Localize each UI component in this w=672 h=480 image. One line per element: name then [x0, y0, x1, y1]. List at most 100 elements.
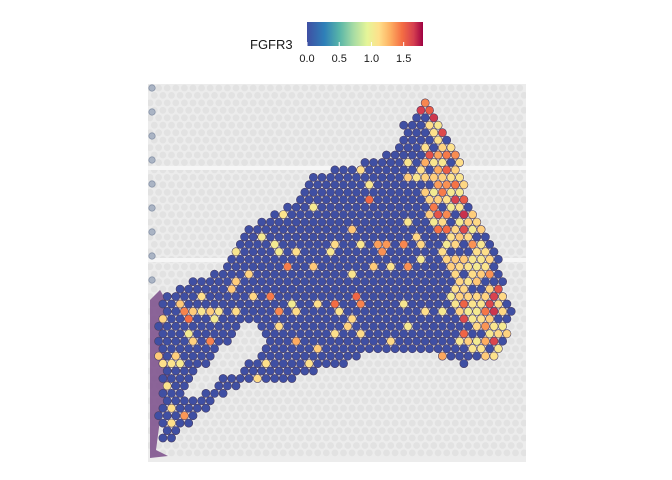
slide-spot — [383, 434, 390, 442]
slide-spot — [421, 84, 429, 92]
expression-spot — [334, 172, 344, 182]
expression-spot — [308, 351, 318, 361]
slide-spot — [374, 449, 382, 457]
slide-spot — [353, 129, 360, 137]
slide-spot — [228, 121, 236, 129]
expression-spot — [476, 299, 486, 309]
expression-spot — [278, 374, 288, 383]
slide-spot — [404, 99, 412, 107]
slide-spot — [447, 367, 455, 375]
slide-spot — [430, 367, 438, 375]
slide-spot — [219, 136, 227, 144]
slide-spot — [215, 159, 223, 166]
slide-spot — [284, 442, 291, 449]
expression-spot — [300, 306, 310, 316]
slide-spot — [340, 106, 347, 114]
slide-spot — [159, 285, 167, 293]
slide-spot — [163, 203, 171, 211]
fiducial-mark — [148, 132, 156, 140]
slide-spot — [469, 181, 476, 189]
expression-spot — [446, 336, 456, 346]
slide-spot — [228, 211, 236, 219]
slide-spot — [305, 151, 313, 159]
slide-spot — [258, 188, 266, 196]
slide-spot — [301, 174, 309, 181]
expression-spot — [390, 150, 400, 160]
slide-spot — [503, 226, 511, 233]
slide-spot — [249, 352, 257, 360]
fiducial-mark — [148, 276, 156, 284]
slide-spot — [383, 360, 390, 367]
expression-spot — [476, 314, 486, 324]
expression-spot — [278, 314, 288, 324]
slide-spot — [322, 390, 330, 397]
slide-spot — [460, 434, 468, 442]
slide-spot — [258, 114, 266, 122]
slide-spot — [275, 99, 283, 107]
expression-spot — [472, 277, 482, 286]
slide-spot — [344, 442, 352, 449]
slide-spot — [262, 449, 270, 457]
slide-spot — [288, 181, 296, 189]
expression-spot — [485, 254, 495, 264]
expression-spot — [244, 374, 254, 383]
expression-spot — [399, 210, 409, 219]
slide-spot — [254, 390, 261, 397]
slide-spot — [361, 397, 369, 405]
slide-spot — [155, 144, 163, 152]
slide-spot — [322, 106, 330, 114]
expression-spot — [386, 321, 396, 331]
expression-spot — [450, 225, 460, 234]
slide-spot — [378, 367, 386, 375]
slide-spot — [340, 419, 347, 427]
slide-spot — [460, 121, 468, 129]
expression-spot — [347, 254, 357, 264]
slide-spot — [361, 84, 369, 92]
slide-spot — [279, 419, 287, 427]
slide-spot — [305, 449, 313, 457]
slide-spot — [451, 136, 459, 144]
expression-spot — [399, 299, 409, 309]
slide-spot — [198, 129, 206, 137]
slide-spot — [378, 427, 386, 434]
expression-spot — [171, 396, 181, 406]
slide-spot — [148, 218, 154, 226]
expression-spot — [175, 359, 185, 368]
expression-spot — [300, 247, 310, 257]
expression-spot — [313, 299, 323, 309]
expression-spot — [377, 292, 387, 301]
slide-spot — [460, 449, 468, 457]
expression-spot — [429, 113, 439, 123]
slide-spot — [486, 449, 494, 457]
slide-spot — [516, 84, 524, 92]
expression-spot — [407, 344, 417, 354]
slide-spot — [181, 427, 188, 434]
slide-spot — [232, 188, 240, 196]
expression-spot — [420, 143, 430, 152]
slide-spot — [198, 442, 206, 449]
slide-spot — [159, 241, 167, 248]
slide-spot — [254, 151, 261, 159]
slide-spot — [163, 233, 171, 241]
slide-spot — [249, 382, 257, 390]
expression-spot — [227, 314, 237, 324]
expression-spot — [244, 359, 254, 368]
expression-spot — [364, 314, 374, 324]
expression-spot — [403, 217, 413, 227]
slide-spot — [232, 84, 240, 92]
slide-spot — [241, 337, 249, 345]
expression-spot — [412, 113, 421, 123]
slide-spot — [464, 99, 472, 107]
slide-spot — [387, 114, 395, 122]
expression-spot — [425, 269, 434, 279]
expression-spot — [192, 299, 202, 309]
slide-spot — [314, 434, 322, 442]
expression-spot — [326, 306, 335, 316]
expression-spot — [317, 336, 327, 346]
slide-spot — [417, 419, 425, 427]
expression-spot — [188, 277, 198, 286]
expression-spot — [317, 232, 327, 242]
expression-spot — [425, 314, 434, 324]
expression-spot — [304, 239, 314, 249]
expression-spot — [175, 344, 185, 354]
